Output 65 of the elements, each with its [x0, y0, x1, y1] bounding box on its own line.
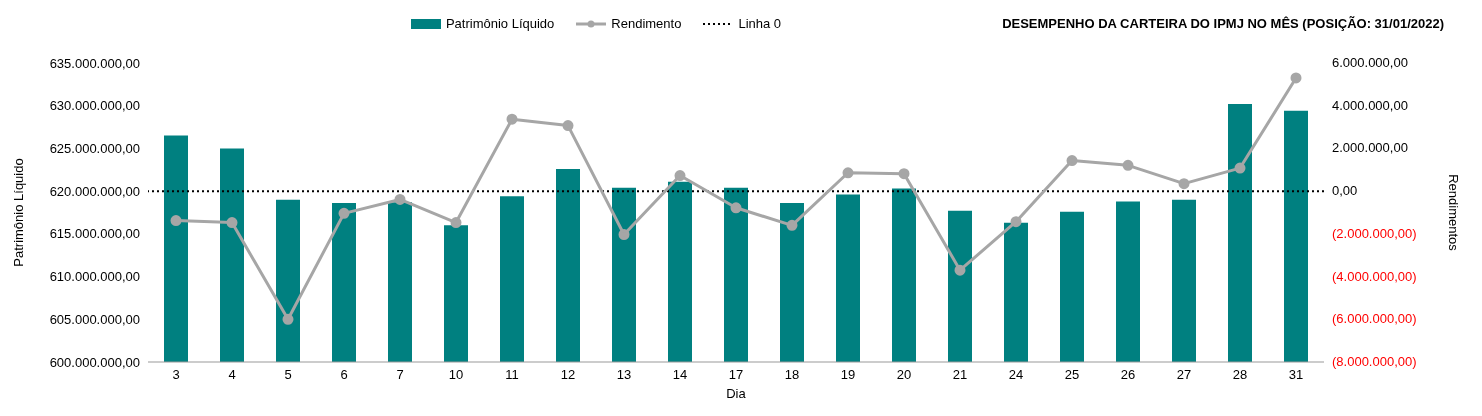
- point: [1066, 155, 1078, 167]
- y2-tick-label: (6.000.000,00): [1332, 311, 1417, 327]
- x-tick-label: 24: [1008, 367, 1024, 383]
- point: [786, 219, 798, 231]
- y2-tick-label: (8.000.000,00): [1332, 354, 1417, 369]
- y2-tick-label: 0,00: [1332, 183, 1358, 199]
- x-tick-label: 3: [172, 367, 180, 383]
- legend-label: Patrimônio Líquido: [445, 16, 555, 31]
- y-axis-title: Patrimônio Líquido: [10, 158, 26, 267]
- y2-axis-title: Rendimentos: [1446, 174, 1462, 252]
- point: [674, 170, 686, 182]
- x-axis-title: Dia: [726, 386, 747, 401]
- y-tick-label: 630.000.000,00: [49, 98, 140, 114]
- point: [618, 229, 630, 240]
- y-tick-label: 605.000.000,00: [49, 311, 140, 327]
- legend-label: Rendimento: [611, 16, 682, 31]
- point: [954, 264, 966, 276]
- point: [842, 167, 854, 179]
- y-tick-label: 635.000.000,00: [49, 55, 140, 71]
- x-tick-label: 4: [228, 367, 236, 383]
- x-tick-label: 11: [505, 367, 519, 383]
- x-tick-label: 28: [1232, 367, 1248, 383]
- point: [226, 217, 238, 229]
- y-tick-label: 610.000.000,00: [49, 269, 140, 285]
- x-tick-label: 6: [340, 367, 348, 383]
- point: [450, 217, 462, 229]
- x-tick-label: 17: [728, 367, 744, 383]
- x-tick-label: 12: [560, 367, 576, 383]
- x-tick-label: 7: [396, 367, 404, 383]
- point: [1290, 72, 1302, 84]
- x-tick-label: 19: [840, 367, 856, 383]
- x-tick-label: 10: [448, 367, 464, 383]
- point: [898, 168, 910, 180]
- point: [730, 202, 742, 214]
- y-tick-label: 620.000.000,00: [49, 183, 140, 199]
- point: [394, 193, 406, 205]
- y-tick-label: 600.000.000,00: [49, 354, 140, 370]
- y2-tick-label: 6.000.000,00: [1332, 55, 1408, 70]
- point: [1010, 216, 1022, 228]
- y2-tick-label: (2.000.000,00): [1332, 225, 1417, 241]
- point: [506, 113, 518, 125]
- x-tick-label: 21: [952, 367, 968, 383]
- point: [1234, 162, 1246, 174]
- point: [282, 313, 294, 325]
- x-tick-label: 13: [616, 367, 632, 383]
- y2-tick-label: 2.000.000,00: [1332, 140, 1408, 156]
- x-tick-label: 20: [896, 367, 912, 383]
- x-tick-label: 26: [1120, 367, 1136, 383]
- x-tick-label: 31: [1288, 367, 1304, 383]
- point: [562, 120, 574, 132]
- point: [1122, 159, 1134, 171]
- y-tick-label: 615.000.000,00: [49, 226, 140, 242]
- y2-tick-label: (4.000.000,00): [1332, 268, 1417, 284]
- chart-title: DESEMPENHO DA CARTEIRA DO IPMJ NO MÊS (POSIÇÃO: 31/01/2022): [1002, 16, 1444, 31]
- x-tick-label: 14: [672, 367, 688, 383]
- point: [338, 207, 350, 219]
- point: [170, 215, 182, 227]
- y2-tick-label: 4.000.000,00: [1332, 97, 1408, 113]
- x-tick-label: 18: [784, 367, 800, 383]
- y-tick-label: 625.000.000,00: [49, 141, 140, 157]
- x-tick-label: 5: [284, 367, 292, 383]
- x-tick-label: 25: [1064, 367, 1080, 383]
- legend-label: Linha 0: [738, 16, 782, 31]
- point: [1178, 178, 1190, 190]
- x-tick-label: 27: [1176, 367, 1192, 383]
